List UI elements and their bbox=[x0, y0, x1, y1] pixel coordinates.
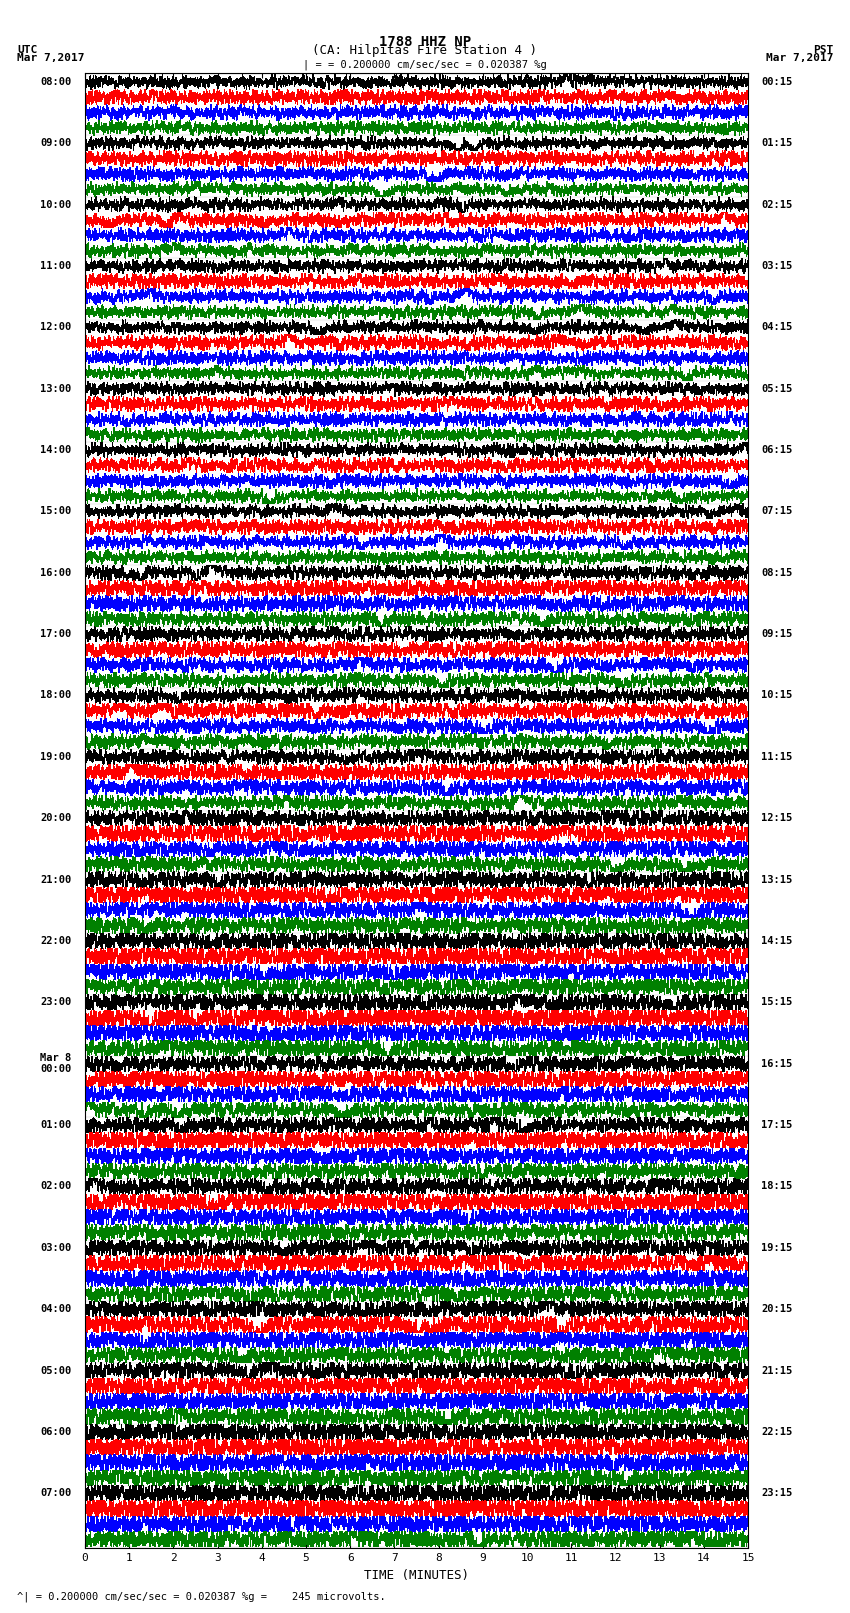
Text: 16:00: 16:00 bbox=[41, 568, 71, 577]
Text: 01:15: 01:15 bbox=[762, 139, 792, 148]
Text: 08:15: 08:15 bbox=[762, 568, 792, 577]
Text: 06:00: 06:00 bbox=[41, 1428, 71, 1437]
Text: 11:00: 11:00 bbox=[41, 261, 71, 271]
Text: 03:15: 03:15 bbox=[762, 261, 792, 271]
Text: 01:00: 01:00 bbox=[41, 1119, 71, 1131]
X-axis label: TIME (MINUTES): TIME (MINUTES) bbox=[364, 1569, 469, 1582]
Text: 17:15: 17:15 bbox=[762, 1119, 792, 1131]
Text: ^| = 0.200000 cm/sec/sec = 0.020387 %g =    245 microvolts.: ^| = 0.200000 cm/sec/sec = 0.020387 %g =… bbox=[17, 1590, 386, 1602]
Text: 14:15: 14:15 bbox=[762, 936, 792, 945]
Text: 21:15: 21:15 bbox=[762, 1366, 792, 1376]
Text: 17:00: 17:00 bbox=[41, 629, 71, 639]
Text: 14:00: 14:00 bbox=[41, 445, 71, 455]
Text: Mar 7,2017: Mar 7,2017 bbox=[17, 53, 84, 63]
Text: 09:15: 09:15 bbox=[762, 629, 792, 639]
Text: 03:00: 03:00 bbox=[41, 1242, 71, 1253]
Text: 22:00: 22:00 bbox=[41, 936, 71, 945]
Text: 15:00: 15:00 bbox=[41, 506, 71, 516]
Text: 02:15: 02:15 bbox=[762, 200, 792, 210]
Text: 16:15: 16:15 bbox=[762, 1058, 792, 1069]
Text: 10:00: 10:00 bbox=[41, 200, 71, 210]
Text: 00:15: 00:15 bbox=[762, 77, 792, 87]
Text: 18:00: 18:00 bbox=[41, 690, 71, 700]
Text: 20:15: 20:15 bbox=[762, 1305, 792, 1315]
Text: UTC: UTC bbox=[17, 45, 37, 55]
Text: 15:15: 15:15 bbox=[762, 997, 792, 1007]
Text: 04:15: 04:15 bbox=[762, 323, 792, 332]
Text: 21:00: 21:00 bbox=[41, 874, 71, 884]
Text: 19:00: 19:00 bbox=[41, 752, 71, 761]
Text: 05:15: 05:15 bbox=[762, 384, 792, 394]
Text: 12:15: 12:15 bbox=[762, 813, 792, 823]
Text: 11:15: 11:15 bbox=[762, 752, 792, 761]
Text: Mar 8
00:00: Mar 8 00:00 bbox=[41, 1053, 71, 1074]
Text: 06:15: 06:15 bbox=[762, 445, 792, 455]
Text: 04:00: 04:00 bbox=[41, 1305, 71, 1315]
Text: 23:00: 23:00 bbox=[41, 997, 71, 1007]
Text: 13:15: 13:15 bbox=[762, 874, 792, 884]
Text: Mar 7,2017: Mar 7,2017 bbox=[766, 53, 833, 63]
Text: 10:15: 10:15 bbox=[762, 690, 792, 700]
Text: (CA: Hilpitas Fire Station 4 ): (CA: Hilpitas Fire Station 4 ) bbox=[313, 44, 537, 58]
Text: 1788 HHZ NP: 1788 HHZ NP bbox=[379, 35, 471, 48]
Text: 20:00: 20:00 bbox=[41, 813, 71, 823]
Text: 07:00: 07:00 bbox=[41, 1489, 71, 1498]
Text: | = = 0.200000 cm/sec/sec = 0.020387 %g: | = = 0.200000 cm/sec/sec = 0.020387 %g bbox=[303, 60, 547, 71]
Text: 05:00: 05:00 bbox=[41, 1366, 71, 1376]
Text: PST: PST bbox=[813, 45, 833, 55]
Text: 18:15: 18:15 bbox=[762, 1181, 792, 1192]
Text: 09:00: 09:00 bbox=[41, 139, 71, 148]
Text: 02:00: 02:00 bbox=[41, 1181, 71, 1192]
Text: 19:15: 19:15 bbox=[762, 1242, 792, 1253]
Text: 13:00: 13:00 bbox=[41, 384, 71, 394]
Text: 22:15: 22:15 bbox=[762, 1428, 792, 1437]
Text: 12:00: 12:00 bbox=[41, 323, 71, 332]
Text: 23:15: 23:15 bbox=[762, 1489, 792, 1498]
Text: 07:15: 07:15 bbox=[762, 506, 792, 516]
Text: 08:00: 08:00 bbox=[41, 77, 71, 87]
